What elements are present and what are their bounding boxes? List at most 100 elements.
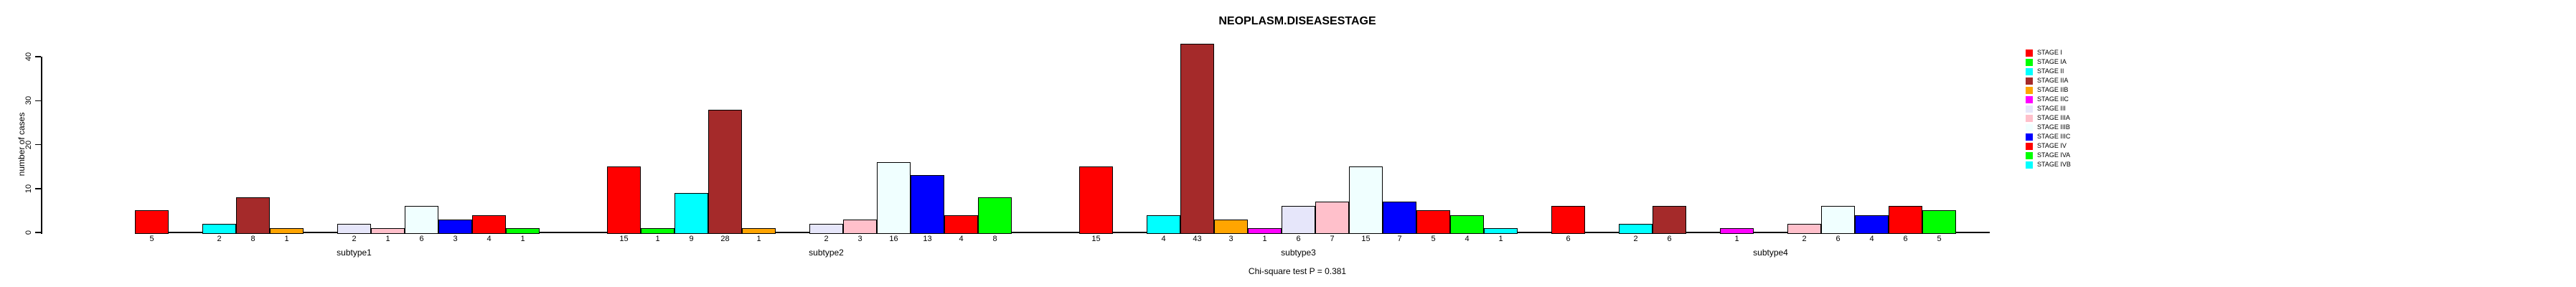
bar-value-label: 4	[1869, 235, 1874, 243]
bar-value-label: 2	[1802, 235, 1807, 243]
y-tick-label: 10	[24, 184, 33, 193]
bar	[674, 192, 708, 234]
legend-label: STAGE IV	[2037, 142, 2067, 149]
bar-value-label: 5	[1937, 235, 1942, 243]
legend-swatch	[2026, 67, 2033, 75]
bar-value-label: 3	[857, 235, 862, 243]
legend-label: STAGE IIA	[2037, 77, 2069, 84]
bar	[337, 223, 371, 234]
legend-label: STAGE IVA	[2037, 151, 2071, 159]
y-tick-label: 0	[24, 230, 33, 235]
bar-value-label: 4	[486, 235, 492, 243]
bar	[1214, 219, 1248, 234]
legend-label: STAGE III	[2037, 105, 2066, 112]
bar-value-label: 15	[1361, 235, 1371, 243]
y-axis-tick	[35, 188, 41, 189]
bar	[1889, 206, 1922, 234]
bar-value-label: 6	[1566, 235, 1571, 243]
legend-item: STAGE IIB	[2026, 85, 2071, 95]
bar-value-label: 1	[1734, 235, 1739, 243]
legend-label: STAGE II	[2037, 67, 2064, 75]
group-label: subtype3	[1281, 248, 1316, 258]
bar-value-label: 4	[1465, 235, 1470, 243]
chart-title: NEOPLASM.DISEASESTAGE	[1218, 15, 1376, 27]
bar	[1282, 206, 1315, 234]
bar-value-label: 1	[655, 235, 660, 243]
legend-label: STAGE IVB	[2037, 161, 2071, 168]
legend-label: STAGE IIB	[2037, 86, 2069, 93]
bar	[1383, 202, 1416, 234]
bar	[742, 227, 776, 234]
legend-item: STAGE IA	[2026, 57, 2071, 67]
legend-item: STAGE IIIC	[2026, 132, 2071, 141]
legend-swatch	[2026, 77, 2033, 85]
y-axis-tick	[35, 144, 41, 146]
bar-value-label: 1	[1498, 235, 1503, 243]
bar	[506, 227, 540, 234]
bar	[1855, 215, 1889, 234]
bar	[135, 210, 169, 234]
bar	[202, 223, 236, 234]
legend-swatch	[2026, 105, 2033, 113]
bar	[944, 215, 978, 234]
bar	[1787, 223, 1821, 234]
group-label: subtype1	[337, 248, 372, 258]
legend-swatch	[2026, 58, 2033, 66]
legend-item: STAGE IIC	[2026, 95, 2071, 104]
bar-value-label: 3	[1228, 235, 1233, 243]
bar-value-label: 6	[419, 235, 424, 243]
bar	[1147, 215, 1180, 234]
bar	[607, 166, 641, 234]
bar	[1922, 210, 1956, 234]
bar	[236, 197, 270, 234]
bar-value-label: 8	[250, 235, 255, 243]
bar-value-label: 13	[923, 235, 932, 243]
bar-value-label: 2	[217, 235, 222, 243]
y-tick-label: 30	[24, 96, 33, 105]
bar	[1484, 227, 1518, 234]
legend-swatch	[2026, 86, 2033, 94]
bar-value-label: 28	[720, 235, 730, 243]
bar	[1653, 206, 1686, 234]
bar	[1821, 206, 1855, 234]
bar	[1248, 227, 1282, 234]
legend-swatch	[2026, 123, 2033, 131]
group-label: subtype2	[809, 248, 844, 258]
bar	[472, 215, 506, 234]
bar-value-label: 7	[1397, 235, 1402, 243]
bar	[371, 227, 405, 234]
bar	[270, 227, 304, 234]
bar	[1315, 202, 1349, 234]
bar	[1349, 166, 1383, 234]
legend-label: STAGE IA	[2037, 58, 2067, 65]
bar-value-label: 3	[453, 235, 458, 243]
bar	[641, 227, 674, 234]
bar-value-label: 1	[1262, 235, 1267, 243]
bar-value-label: 6	[1667, 235, 1672, 243]
group-label: subtype4	[1753, 248, 1788, 258]
bar	[438, 219, 472, 234]
legend-item: STAGE IVB	[2026, 160, 2071, 169]
legend-swatch	[2026, 95, 2033, 103]
bar	[809, 223, 843, 234]
legend-label: STAGE IIIA	[2037, 114, 2070, 121]
bar-value-label: 16	[889, 235, 898, 243]
y-tick-label: 40	[24, 52, 33, 62]
legend-item: STAGE IVA	[2026, 151, 2071, 160]
bar-value-label: 1	[756, 235, 761, 243]
y-tick-label: 20	[24, 140, 33, 149]
bar-value-label: 15	[619, 235, 629, 243]
legend-label: STAGE I	[2037, 49, 2062, 56]
bar-value-label: 6	[1835, 235, 1841, 243]
y-axis-tick	[35, 100, 41, 101]
x-axis-line	[135, 232, 1990, 233]
legend-item: STAGE II	[2026, 67, 2071, 76]
bar-value-label: 4	[959, 235, 964, 243]
legend-swatch	[2026, 114, 2033, 122]
legend-label: STAGE IIIC	[2037, 133, 2071, 140]
y-axis-tick	[35, 56, 41, 57]
bar-value-label: 1	[385, 235, 390, 243]
bar-value-label: 7	[1330, 235, 1335, 243]
bar-value-label: 15	[1091, 235, 1101, 243]
bar	[708, 109, 742, 234]
